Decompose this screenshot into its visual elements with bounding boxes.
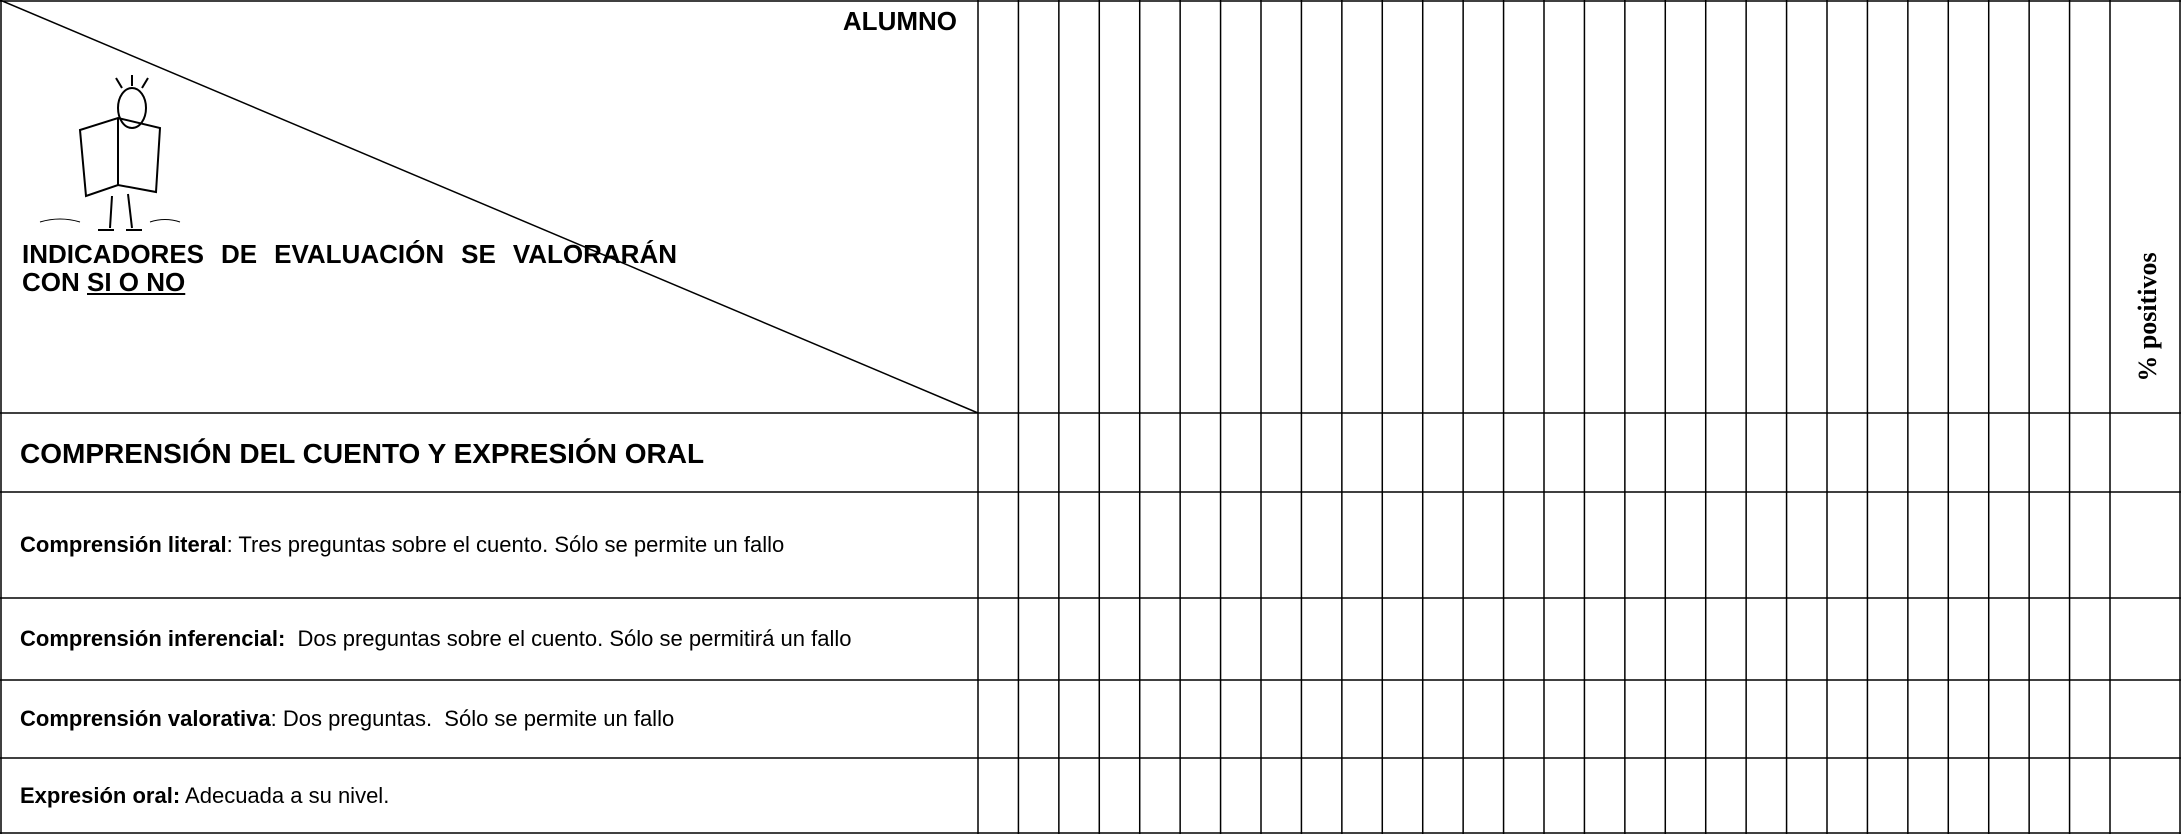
indicator-row: Expresión oral: Adecuada a su nivel. bbox=[20, 783, 960, 809]
indicators-emphasis: SI O NO bbox=[87, 267, 186, 297]
indicators-text: INDICADORES DE EVALUACIÓN SE VALORARÁN C… bbox=[22, 239, 677, 297]
indicator-text: Dos preguntas sobre el cuento. Sólo se p… bbox=[285, 626, 852, 651]
indicator-label: Expresión oral: bbox=[20, 782, 181, 808]
indicator-row: Comprensión inferencial: Dos preguntas s… bbox=[20, 626, 960, 652]
indicator-text: : Dos preguntas. Sólo se permite un fall… bbox=[270, 706, 675, 731]
indicator-text: Adecuada a su nivel. bbox=[180, 782, 390, 808]
diagonal bbox=[0, 0, 979, 414]
indicator-row: Comprensión valorativa: Dos preguntas. S… bbox=[20, 706, 960, 732]
indicator-label: Comprensión literal bbox=[20, 532, 227, 557]
percent-header: % positivos bbox=[2133, 252, 2162, 382]
indicator-row: Comprensión literal: Tres preguntas sobr… bbox=[20, 532, 960, 558]
indicator-label: Comprensión valorativa bbox=[20, 706, 271, 731]
indicators-header: INDICADORES DE EVALUACIÓN SE VALORARÁN C… bbox=[22, 240, 677, 296]
student-header: ALUMNO bbox=[842, 6, 957, 36]
indicator-text: : Tres preguntas sobre el cuento. Sólo s… bbox=[226, 532, 785, 557]
indicator-label: Comprensión inferencial: bbox=[20, 626, 286, 651]
section-title: COMPRENSIÓN DEL CUENTO Y EXPRESIÓN ORAL bbox=[20, 438, 705, 469]
cartoon-figure bbox=[39, 75, 181, 231]
